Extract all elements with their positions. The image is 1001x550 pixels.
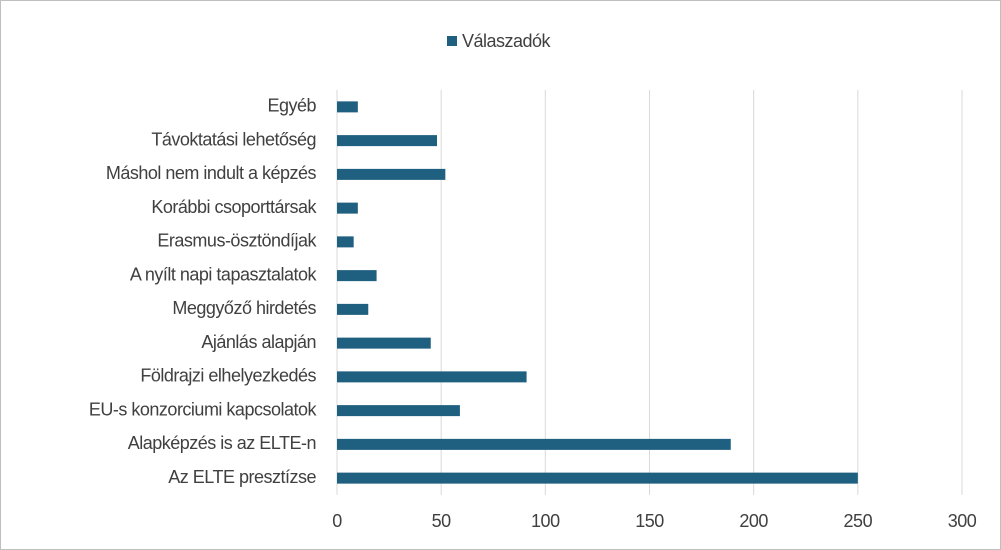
y-tick-label: Az ELTE presztízse <box>168 467 316 487</box>
y-tick-label: Máshol nem indult a képzés <box>106 163 317 183</box>
legend-label: Válaszadók <box>462 31 552 51</box>
bar <box>337 405 460 417</box>
x-tick-label: 200 <box>739 511 768 531</box>
bar <box>337 371 527 383</box>
bar <box>337 270 377 282</box>
bar <box>337 438 731 450</box>
y-tick-label: Erasmus-ösztöndíjak <box>157 231 317 251</box>
y-tick-label: Meggyőző hirdetés <box>172 298 316 318</box>
bar <box>337 168 446 180</box>
y-tick-label: Távoktatási lehetőség <box>151 129 316 149</box>
y-tick-label: A nyílt napi tapasztalatok <box>130 264 318 284</box>
y-tick-label: EU-s konzorciumi kapcsolatok <box>89 399 318 419</box>
y-tick-label: Egyéb <box>267 96 316 116</box>
x-tick-label: 100 <box>531 511 560 531</box>
y-tick-label: Korábbi csoporttársak <box>151 197 317 217</box>
x-tick-label: 0 <box>332 511 342 531</box>
bar <box>337 236 354 248</box>
x-tick-label: 50 <box>432 511 452 531</box>
y-tick-label: Alapképzés is az ELTE-n <box>128 433 316 453</box>
x-tick-label: 250 <box>844 511 873 531</box>
bar <box>337 303 369 315</box>
bar <box>337 135 437 147</box>
y-tick-label: Földrajzi elhelyezkedés <box>140 366 316 386</box>
bar <box>337 472 858 484</box>
bar <box>337 337 431 349</box>
y-tick-label: Ajánlás alapján <box>201 332 316 352</box>
bar <box>337 101 358 113</box>
bar <box>337 202 358 214</box>
legend-swatch <box>447 36 457 46</box>
x-tick-label: 300 <box>948 511 977 531</box>
x-tick-label: 150 <box>635 511 664 531</box>
